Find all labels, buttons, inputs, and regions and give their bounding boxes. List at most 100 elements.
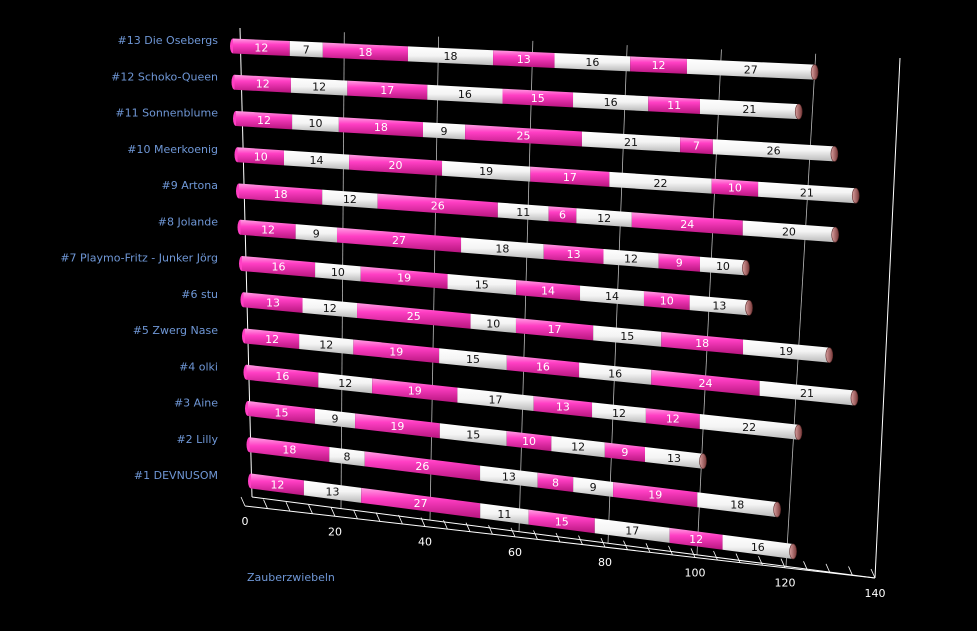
bar-segment: [242, 256, 316, 278]
segment-value-label: 16: [275, 370, 289, 383]
segment-value-label: 9: [621, 446, 628, 459]
bar-end-cap: [830, 146, 839, 162]
segment-value-label: 12: [571, 441, 585, 454]
x-tick-mark: [803, 561, 808, 571]
segment-value-label: 18: [695, 337, 709, 350]
segment-value-label: 15: [620, 330, 634, 343]
bar-segment: [292, 114, 339, 133]
bar-segment: [580, 285, 644, 307]
category-label: #8 Jolande: [158, 215, 218, 228]
bar-end-cap: [825, 347, 834, 363]
segment-value-label: 12: [319, 338, 333, 351]
segment-value-label: 18: [274, 188, 288, 201]
bar-segment: [603, 248, 659, 269]
bar-end-cap: [851, 187, 860, 204]
segment-value-label: 7: [693, 140, 700, 153]
bar-segment: [594, 518, 670, 543]
segment-value-label: 24: [680, 218, 694, 231]
bar-segment: [506, 430, 552, 452]
bar-segment: [318, 372, 373, 394]
x-tick-mark: [465, 522, 471, 532]
segment-value-label: 16: [604, 96, 618, 109]
bar-segment: [543, 244, 604, 264]
segment-value-label: 15: [531, 92, 545, 105]
x-axis-title: Zauberzwiebeln: [247, 571, 335, 584]
segment-value-label: 16: [272, 261, 286, 274]
bar-segment: [314, 408, 356, 429]
segment-value-label: 16: [536, 360, 550, 373]
x-tick-mark: [330, 507, 336, 517]
bar-segment: [686, 58, 815, 80]
bar-segment: [283, 150, 350, 170]
bar-end-cap: [773, 501, 781, 518]
bar-segment: [239, 183, 323, 205]
x-tick-mark: [848, 566, 853, 576]
bar-segment: [249, 437, 330, 463]
segment-value-label: 13: [517, 53, 531, 66]
segment-value-label: 19: [779, 345, 793, 358]
segment-value-label: 26: [431, 200, 445, 213]
bar-segment: [289, 41, 323, 58]
x-tick-mark: [375, 512, 381, 522]
bar-segment: [548, 206, 577, 224]
x-tick-mark: [240, 496, 246, 507]
bar-segment: [480, 503, 529, 525]
segment-value-label: 16: [608, 368, 622, 381]
bar-segment: [360, 266, 448, 289]
segment-value-label: 8: [552, 476, 559, 489]
segment-value-label: 12: [343, 193, 357, 206]
bar-row: 12 9 27 18 13 12 9 10: [237, 219, 750, 276]
bar-segment: [246, 364, 319, 388]
segment-value-label: 18: [444, 50, 458, 63]
x-tick-mark: [870, 568, 876, 579]
bar-segment: [579, 362, 652, 385]
segment-value-label: 10: [331, 266, 345, 279]
bar-segment: [322, 42, 408, 62]
bar-segment: [592, 402, 646, 424]
right-wall-line: [874, 57, 901, 579]
bar-segment: [680, 137, 713, 155]
segment-value-label: 12: [338, 377, 352, 390]
segment-value-label: 13: [266, 297, 280, 310]
bar-end-cap: [742, 260, 750, 276]
bar-segment: [439, 348, 507, 371]
category-label: #2 Lilly: [176, 433, 218, 446]
bar-row: 12 13 27 11 15 17 12 16: [248, 473, 797, 560]
segment-value-label: 13: [712, 299, 726, 312]
segment-value-label: 25: [517, 130, 531, 143]
segment-value-label: 10: [486, 317, 500, 330]
bar-segment: [689, 295, 750, 316]
segment-value-label: 12: [666, 413, 680, 426]
segment-value-label: 12: [312, 81, 326, 94]
segment-value-label: 13: [567, 248, 581, 261]
x-tick-mark: [263, 499, 268, 509]
bar-segment: [423, 122, 466, 140]
bar-segment: [645, 408, 700, 430]
bar-segment: [377, 193, 498, 218]
x-tick-label: 120: [775, 577, 796, 590]
segment-value-label: 10: [254, 150, 268, 163]
bar-segment: [581, 131, 681, 153]
bar-segment: [551, 436, 605, 458]
segment-value-label: 25: [407, 310, 421, 323]
bar-row: 12 7 18 18 13 16 12 27: [230, 38, 819, 80]
bar-row: 15 9 19 15 10 12 9 13: [245, 401, 707, 470]
x-tick-label: 80: [598, 556, 612, 569]
segment-value-label: 12: [597, 212, 611, 225]
bar-segment: [506, 355, 580, 378]
bar-segment: [336, 227, 462, 253]
bar-segment: [651, 369, 760, 396]
bar-row: 12 12 19 15 16 16 24 21: [242, 328, 859, 406]
x-tick-mark: [645, 543, 651, 553]
bar-segment: [697, 492, 778, 518]
x-tick-mark: [713, 550, 718, 561]
bar-segment: [457, 387, 534, 411]
segment-value-label: 17: [625, 525, 639, 538]
segment-value-label: 16: [458, 88, 472, 101]
segment-value-label: 19: [390, 420, 404, 433]
segment-value-label: 12: [256, 78, 270, 91]
bar-segment: [465, 124, 582, 147]
bar-segment: [515, 318, 594, 341]
bar-segment: [516, 279, 581, 301]
